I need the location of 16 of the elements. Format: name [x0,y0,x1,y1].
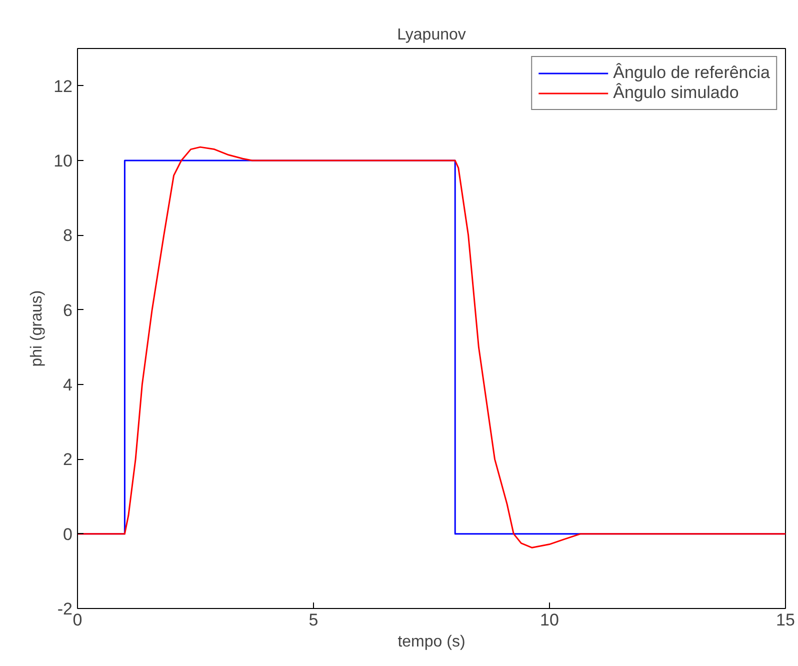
x-tick-label: 10 [540,610,559,630]
y-tick-label: 4 [63,376,73,394]
x-tick-label: 15 [776,610,795,630]
y-tick-label: 10 [54,152,73,170]
y-tick-label: -2 [57,600,73,618]
x-tick-label: 5 [308,610,318,630]
legend-label: Ângulo de referência [613,63,770,83]
x-axis-title: tempo (s) [398,634,466,650]
y-tick-label: 6 [63,300,73,320]
y-tick-label: 12 [54,76,73,96]
y-tick-label: 2 [63,450,73,470]
chart-title: Lyapunov [397,26,466,44]
y-axis-title: phi (graus) [28,290,46,367]
legend-label: Ângulo simulado [613,83,739,103]
y-tick-label: 0 [63,524,73,544]
y-tick-label: 8 [63,226,73,246]
